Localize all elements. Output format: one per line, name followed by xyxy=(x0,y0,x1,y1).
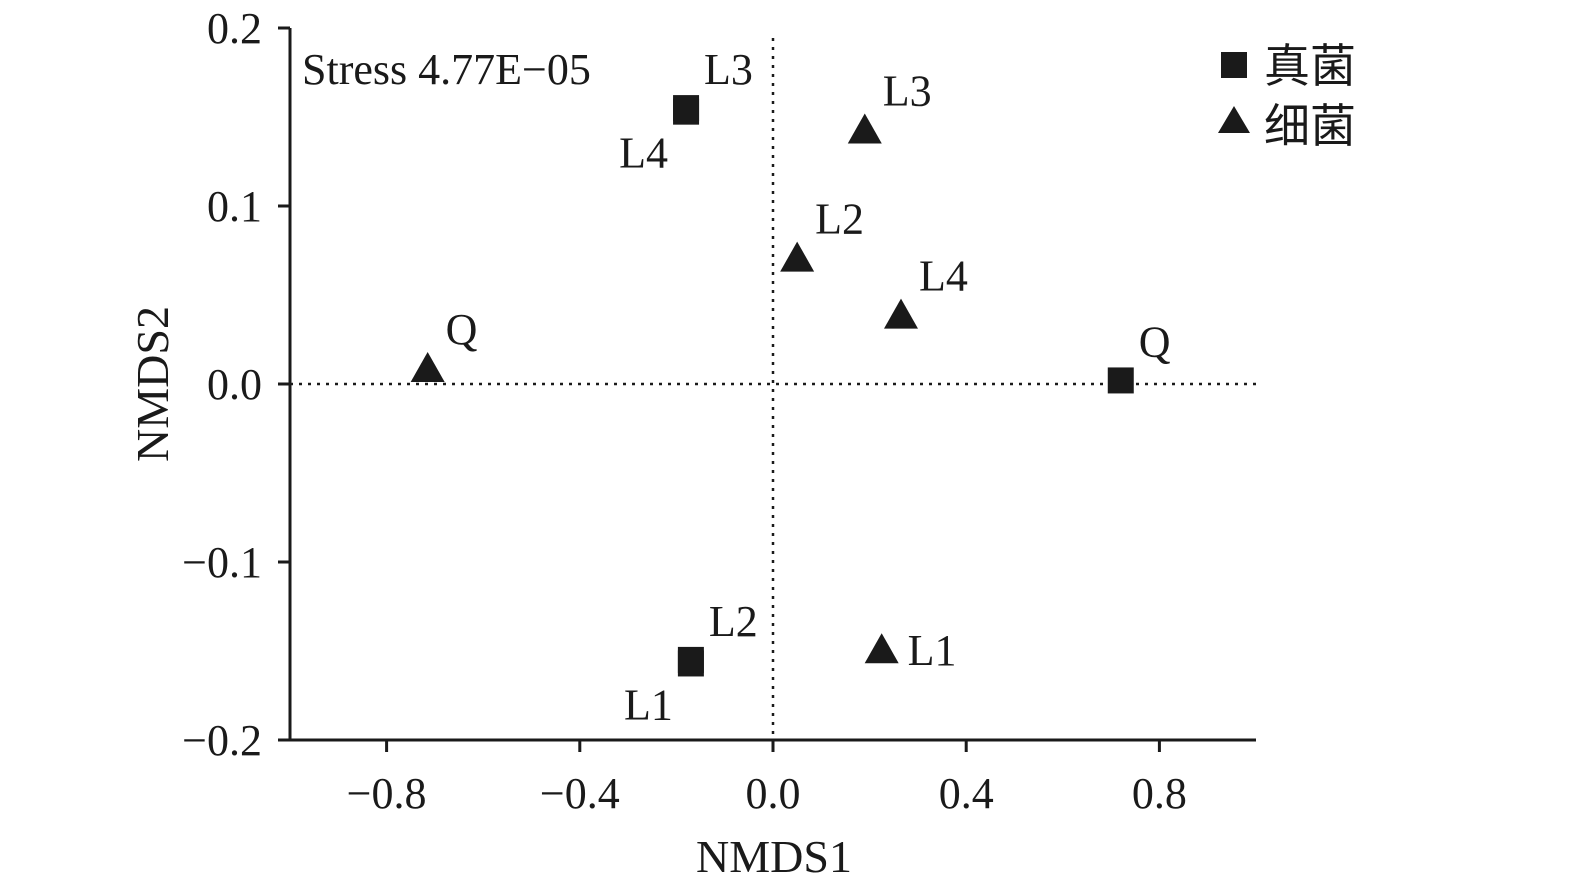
legend: 真菌 细菌 xyxy=(1218,41,1356,152)
x-tick-label: −0.4 xyxy=(540,769,620,818)
fungi-point-q xyxy=(1107,367,1134,394)
fungi-point-label-q: Q xyxy=(1139,317,1171,366)
fungi-point-label-l2: L2 xyxy=(709,597,758,646)
legend-item-bacteria: 细菌 xyxy=(1218,101,1356,152)
legend-item-fungi: 真菌 xyxy=(1221,41,1356,92)
legend-triangle-marker xyxy=(1218,106,1250,133)
reference-lines xyxy=(290,38,1256,740)
x-tick-label: 0.0 xyxy=(746,769,801,818)
legend-label-fungi: 真菌 xyxy=(1264,41,1356,92)
bacteria-point-label-l4: L4 xyxy=(919,252,968,301)
ticks: −0.8 −0.4 0.0 0.4 0.8 0.2 0.1 0.0 −0.1 −0.2 xyxy=(182,4,1187,818)
bacteria-point-l3 xyxy=(847,113,882,144)
fungi-point-l1 xyxy=(677,650,704,677)
x-tick-label: 0.4 xyxy=(939,769,994,818)
point-labels: L3 L4 L2 L1 Q L3 L2 L4 Q L1 xyxy=(446,45,1171,729)
y-tick-label: −0.1 xyxy=(182,538,262,587)
bacteria-point-l4 xyxy=(883,298,918,329)
x-axis-label: NMDS1 xyxy=(696,831,852,882)
y-tick-label: −0.2 xyxy=(182,716,262,765)
bacteria-point-label-l2: L2 xyxy=(815,195,864,244)
bacteria-point-l2 xyxy=(780,241,815,272)
y-tick-label: 0.2 xyxy=(207,4,262,53)
y-axis-label: NMDS2 xyxy=(127,306,178,462)
bacteria-point-l1 xyxy=(864,633,899,664)
y-tick-label: 0.1 xyxy=(207,182,262,231)
x-tick-label: 0.8 xyxy=(1132,769,1187,818)
y-tick-label: 0.0 xyxy=(207,360,262,409)
stress-annotation: Stress 4.77E−05 xyxy=(302,45,591,94)
x-tick-label: −0.8 xyxy=(347,769,427,818)
legend-square-marker xyxy=(1221,52,1247,78)
fungi-point-l4 xyxy=(673,98,700,125)
bacteria-point-q xyxy=(410,351,445,382)
fungi-point-label-l1: L1 xyxy=(624,680,673,729)
bacteria-point-label-l1: L1 xyxy=(908,626,957,675)
bacteria-point-label-l3: L3 xyxy=(883,66,932,115)
fungi-point-label-l4: L4 xyxy=(619,129,668,178)
legend-label-bacteria: 细菌 xyxy=(1264,101,1356,152)
fungi-point-label-l3: L3 xyxy=(704,45,753,94)
bacteria-point-label-q: Q xyxy=(446,305,478,354)
data-points xyxy=(410,95,1134,677)
